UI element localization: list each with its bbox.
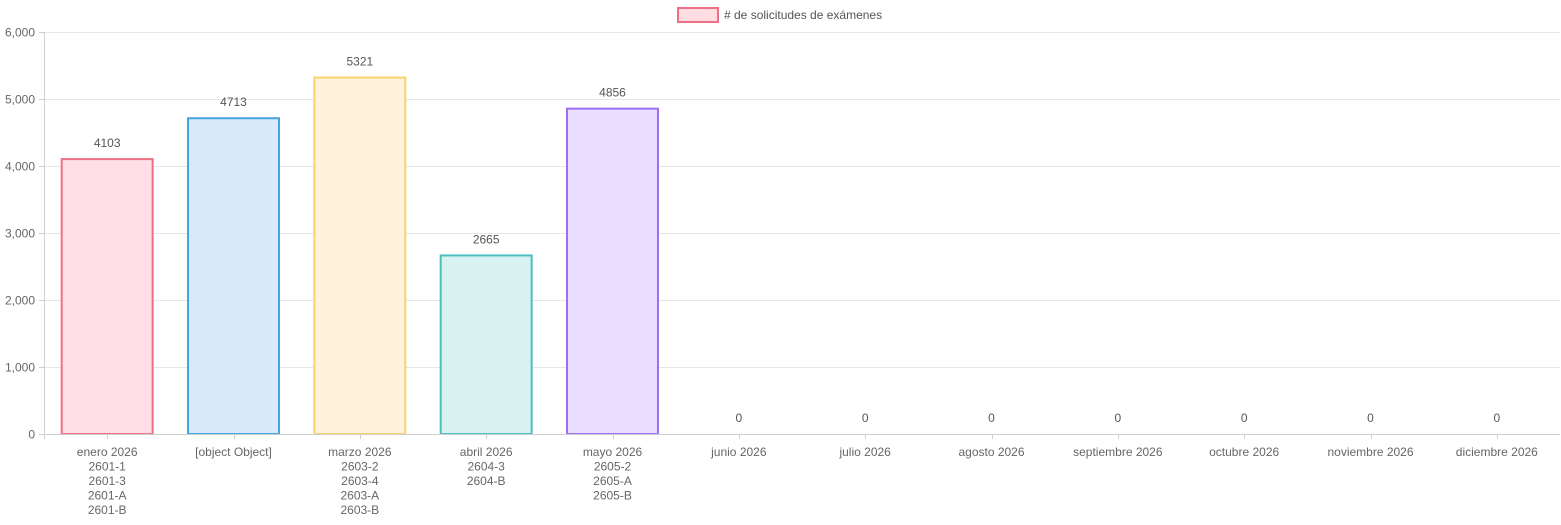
x-tick-label: [object Object] <box>195 445 272 459</box>
x-tick-label-line: marzo 2026 <box>328 445 392 459</box>
x-tick-label-line: 2603-4 <box>341 474 379 488</box>
x-tick-label: marzo 2026 2603-2 2603-4 2603-A 2603-B <box>328 445 392 517</box>
x-tick-label-line: mayo 2026 <box>583 445 643 459</box>
x-tick-label-line: diciembre 2026 <box>1456 445 1538 459</box>
x-tick-label-line: 2603-A <box>340 489 379 503</box>
bar[interactable] <box>313 76 407 435</box>
x-tick-label: enero 2026 2601-1 2601-3 2601-A 2601-B <box>77 445 138 517</box>
data-label: 0 <box>1241 411 1248 425</box>
x-tick-label: abril 2026 2604-3 2604-B <box>460 445 513 488</box>
x-tick-label-line: junio 2026 <box>710 445 767 459</box>
x-tick-label-line: 2605-B <box>593 489 632 503</box>
x-tick-label-line: julio 2026 <box>838 445 891 459</box>
y-tick-label: 4,000 <box>5 160 35 174</box>
x-tick-label-line: [object Object] <box>195 445 272 459</box>
x-tick-label-line: 2604-B <box>467 474 506 488</box>
x-tick-label: junio 2026 <box>710 445 767 459</box>
data-label: 0 <box>1493 411 1500 425</box>
data-label: 0 <box>735 411 742 425</box>
data-label: 0 <box>988 411 995 425</box>
x-tick-label-line: 2605-2 <box>594 460 632 474</box>
x-tick-label-line: septiembre 2026 <box>1073 445 1163 459</box>
bar[interactable] <box>60 158 154 435</box>
x-tick-label: octubre 2026 <box>1209 445 1279 459</box>
x-tick-label: septiembre 2026 <box>1073 445 1163 459</box>
data-label: 0 <box>1367 411 1374 425</box>
bars-layer <box>60 76 659 435</box>
y-tick-label: 1,000 <box>5 361 35 375</box>
data-label: 0 <box>862 411 869 425</box>
x-tick-label-line: 2605-A <box>593 474 632 488</box>
x-tick-label-line: 2601-A <box>88 489 127 503</box>
y-tick-label: 5,000 <box>5 93 35 107</box>
data-label: 4856 <box>599 86 626 100</box>
x-tick-label-line: 2601-1 <box>88 460 126 474</box>
x-tick-label-line: abril 2026 <box>460 445 513 459</box>
x-tick-label: julio 2026 <box>838 445 891 459</box>
data-label: 5321 <box>346 54 373 68</box>
y-tick-label: 3,000 <box>5 227 35 241</box>
data-label: 2665 <box>473 232 500 246</box>
data-labels-layer: 4103 4713 5321 2665 4856 0 0 0 0 0 0 0 <box>94 54 1501 425</box>
x-tick-label-line: agosto 2026 <box>958 445 1024 459</box>
x-tick-label-line: 2604-3 <box>467 460 505 474</box>
axis-layer: 0 1,000 2,000 3,000 4,000 5,000 6,000 enero 202… <box>5 26 1560 517</box>
y-tick-label: 2,000 <box>5 294 35 308</box>
bar[interactable] <box>439 254 533 435</box>
x-tick-label: agosto 2026 <box>958 445 1024 459</box>
x-tick-label-line: 2603-B <box>340 503 379 517</box>
legend-label[interactable]: # de solicitudes de exámenes <box>724 8 882 22</box>
x-tick-label-line: enero 2026 <box>77 445 138 459</box>
data-label: 0 <box>1114 411 1121 425</box>
y-tick-label: 0 <box>28 428 35 442</box>
x-tick-label-line: 2601-B <box>88 503 127 517</box>
x-tick-label-line: noviembre 2026 <box>1327 445 1413 459</box>
x-tick-label-line: 2601-3 <box>88 474 126 488</box>
x-tick-label-line: 2603-2 <box>341 460 379 474</box>
data-label: 4713 <box>220 95 247 109</box>
bar[interactable] <box>187 117 280 435</box>
legend-swatch[interactable] <box>677 7 719 23</box>
legend[interactable]: # de solicitudes de exámenes <box>677 7 882 23</box>
x-tick-label: diciembre 2026 <box>1456 445 1538 459</box>
x-tick-label: noviembre 2026 <box>1327 445 1413 459</box>
data-label: 4103 <box>94 136 121 150</box>
grid-layer <box>44 32 1560 368</box>
bar[interactable] <box>566 107 659 435</box>
y-tick-label: 6,000 <box>5 26 35 40</box>
x-tick-label-line: octubre 2026 <box>1209 445 1279 459</box>
x-tick-label: mayo 2026 2605-2 2605-A 2605-B <box>583 445 643 503</box>
